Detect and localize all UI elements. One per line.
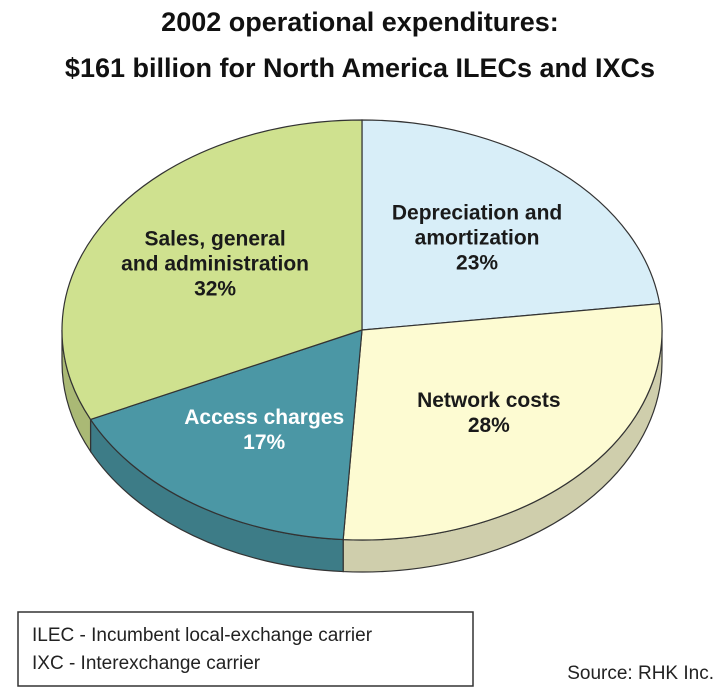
source: Source: RHK Inc. [567, 663, 714, 684]
value-label: 23% [456, 251, 498, 274]
legend-label: Network costs [417, 388, 561, 411]
pie: Depreciation and amortization 23% Network c… [61, 119, 663, 573]
value-label: 32% [194, 277, 236, 300]
legend-label: Depreciation and [392, 201, 562, 224]
slice [361, 119, 661, 331]
legend-label: Sales, general [144, 227, 285, 250]
notes-box [17, 611, 474, 687]
note: ILEC - Incumbent local-exchange carrier [32, 625, 373, 646]
slice [61, 119, 363, 421]
slice-label: Sales, general and administration 32% [121, 227, 309, 300]
slice [89, 329, 363, 541]
slice-label: Access charges 17% [184, 406, 344, 454]
note: IXC - Interexchange carrier [32, 653, 261, 674]
value-label: 17% [243, 431, 285, 454]
slice [342, 303, 663, 541]
legend-label: amortization [415, 226, 540, 249]
chart-subtitle: $161 billion for North America ILECs and… [65, 53, 655, 83]
chart-title: 2002 operational expenditures: [161, 7, 559, 37]
value-label: 28% [468, 413, 510, 436]
slice-label: Network costs 28% [417, 388, 561, 436]
slice-label: Depreciation and amortization 23% [392, 201, 562, 274]
legend-label: Access charges [184, 406, 344, 429]
legend-label: and administration [121, 252, 309, 275]
